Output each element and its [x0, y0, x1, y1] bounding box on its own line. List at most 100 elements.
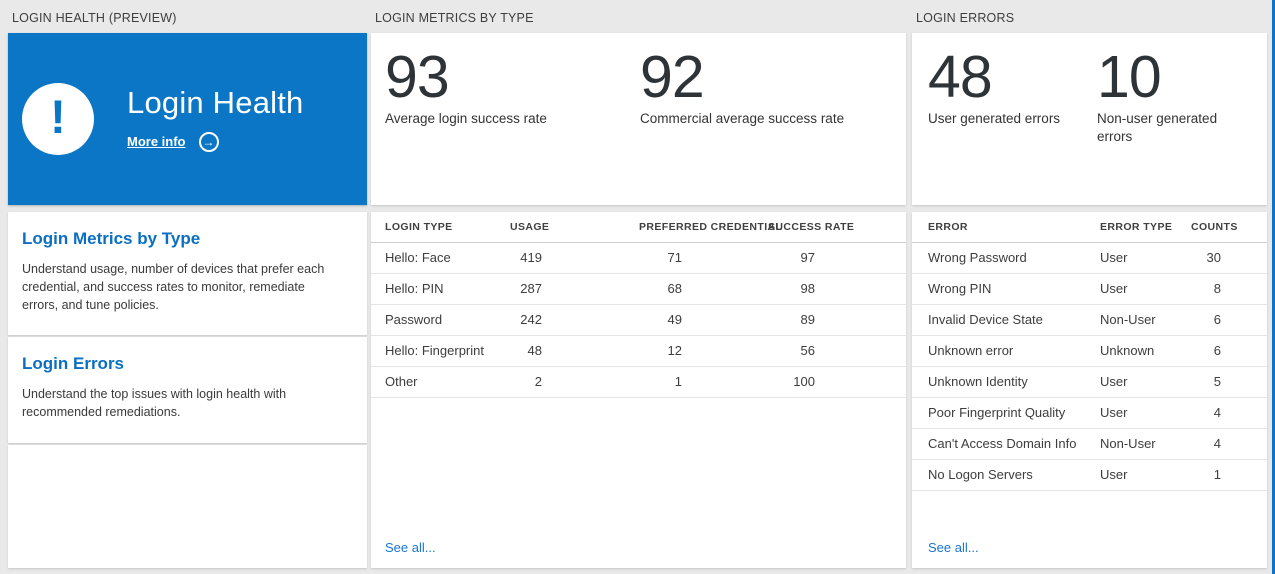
errors-kpi-card: 48 User generated errors 10 Non-user gen… [912, 33, 1267, 205]
table-row[interactable]: Hello: PIN 287 68 98 [371, 274, 906, 305]
cell-error: Wrong Password [928, 250, 1027, 265]
kpi-non-user-generated-errors: 10 Non-user generated errors [1097, 33, 1239, 205]
login-metrics-table-rows: Hello: Face 419 71 97 Hello: PIN 287 68 … [371, 243, 906, 398]
table-row[interactable]: No Logon Servers User 1 [912, 460, 1267, 491]
empty-card [8, 445, 367, 568]
column-header-preferred-credential: PREFERRED CREDENTIAL [639, 221, 783, 233]
column-header-login-type: LOGIN TYPE [385, 221, 453, 233]
cell-error: Can't Access Domain Info [928, 436, 1077, 451]
cell-success-rate: 56 [800, 343, 815, 358]
column-header-counts: COUNTS [1191, 221, 1238, 233]
cell-login-type: Hello: Face [385, 250, 451, 265]
column-header-error: ERROR [928, 221, 968, 233]
cell-success-rate: 98 [800, 281, 815, 296]
cell-error-type: User [1100, 281, 1128, 296]
sidebar-item-login-metrics-by-type[interactable]: Login Metrics by Type Understand usage, … [8, 212, 367, 335]
table-row[interactable]: Wrong PIN User 8 [912, 274, 1267, 305]
login-errors-table-rows: Wrong Password User 30 Wrong PIN User 8 … [912, 243, 1267, 491]
cell-usage: 419 [520, 250, 542, 265]
login-health-section: LOGIN HEALTH (PREVIEW) ! Login Health Mo… [8, 8, 367, 568]
table-row[interactable]: Hello: Face 419 71 97 [371, 243, 906, 274]
see-all-link-metrics[interactable]: See all... [385, 540, 436, 555]
tile-text: Login Health More info → [127, 85, 304, 152]
sidebar-item-login-errors[interactable]: Login Errors Understand the top issues w… [8, 337, 367, 443]
table-row[interactable]: Poor Fingerprint Quality User 4 [912, 398, 1267, 429]
login-metrics-table-card: LOGIN TYPE USAGE PREFERRED CREDENTIAL SU… [371, 212, 906, 568]
cell-preferred-credential: 12 [667, 343, 682, 358]
login-health-tile[interactable]: ! Login Health More info → [8, 33, 367, 205]
kpi-label: Non-user generated errors [1097, 111, 1218, 145]
table-row[interactable]: Other 2 1 100 [371, 367, 906, 398]
cell-counts: 1 [1213, 467, 1221, 482]
cell-preferred-credential: 1 [674, 374, 682, 389]
cell-login-type: Hello: Fingerprint [385, 343, 484, 358]
cell-success-rate: 100 [793, 374, 815, 389]
cell-usage: 48 [527, 343, 542, 358]
kpi-value: 92 [640, 44, 705, 110]
cell-counts: 30 [1206, 250, 1221, 265]
cell-error-type: User [1100, 405, 1128, 420]
cell-error: No Logon Servers [928, 467, 1033, 482]
window-edge-accent [1272, 0, 1275, 574]
section-header-login-errors: LOGIN ERRORS [916, 11, 1015, 25]
cell-preferred-credential: 71 [667, 250, 682, 265]
table-row[interactable]: Wrong Password User 30 [912, 243, 1267, 274]
more-info-link[interactable]: More info [127, 134, 186, 150]
kpi-label: Average login success rate [385, 111, 547, 126]
tile-title: Login Health [127, 85, 304, 121]
cell-preferred-credential: 49 [667, 312, 682, 327]
cell-counts: 4 [1213, 436, 1221, 451]
cell-success-rate: 89 [800, 312, 815, 327]
cell-login-type: Password [385, 312, 443, 327]
cell-error-type: Non-User [1100, 436, 1156, 451]
arrow-right-circle-icon[interactable]: → [198, 131, 219, 152]
cell-error-type: User [1100, 250, 1128, 265]
cell-error: Unknown error [928, 343, 1014, 358]
exclamation-icon: ! [22, 83, 94, 155]
section-header-login-metrics: LOGIN METRICS BY TYPE [375, 11, 534, 25]
see-all-link-errors[interactable]: See all... [928, 540, 979, 555]
login-errors-table-card: ERROR ERROR TYPE COUNTS Wrong Password U… [912, 212, 1267, 568]
cell-login-type: Other [385, 374, 418, 389]
table-row[interactable]: Unknown Identity User 5 [912, 367, 1267, 398]
kpi-user-generated-errors: 48 User generated errors [928, 33, 1097, 205]
login-errors-section: LOGIN ERRORS 48 User generated errors 10… [912, 8, 1267, 568]
link-description: Understand usage, number of devices that… [22, 262, 325, 313]
kpi-label: User generated errors [928, 111, 1061, 126]
cell-login-type: Hello: PIN [385, 281, 444, 296]
cell-success-rate: 97 [800, 250, 815, 265]
cell-error: Invalid Device State [928, 312, 1043, 327]
table-row[interactable]: Can't Access Domain Info Non-User 4 [912, 429, 1267, 460]
link-description: Understand the top issues with login hea… [22, 387, 287, 420]
cell-counts: 6 [1213, 312, 1221, 327]
cell-error: Unknown Identity [928, 374, 1028, 389]
link-title: Login Errors [22, 354, 125, 373]
cell-usage: 242 [520, 312, 542, 327]
cell-error: Poor Fingerprint Quality [928, 405, 1066, 420]
cell-usage: 287 [520, 281, 542, 296]
section-header-login-health: LOGIN HEALTH (PREVIEW) [12, 11, 177, 25]
cell-error: Wrong PIN [928, 281, 992, 296]
kpi-value: 93 [385, 44, 450, 110]
table-row[interactable]: Password 242 49 89 [371, 305, 906, 336]
kpi-commercial-average-success-rate: 92 Commercial average success rate [640, 33, 844, 205]
kpi-value: 10 [1097, 44, 1162, 110]
table-row[interactable]: Hello: Fingerprint 48 12 56 [371, 336, 906, 367]
column-header-usage: USAGE [510, 221, 550, 233]
kpi-value: 48 [928, 44, 993, 110]
column-header-success-rate: SUCCESS RATE [768, 221, 855, 233]
cell-counts: 4 [1213, 405, 1221, 420]
link-stack: Login Metrics by Type Understand usage, … [8, 212, 367, 568]
login-metrics-table-header: LOGIN TYPE USAGE PREFERRED CREDENTIAL SU… [371, 212, 906, 243]
kpi-label: Commercial average success rate [640, 111, 845, 126]
table-row[interactable]: Invalid Device State Non-User 6 [912, 305, 1267, 336]
table-row[interactable]: Unknown error Unknown 6 [912, 336, 1267, 367]
cell-counts: 8 [1213, 281, 1221, 296]
column-header-error-type: ERROR TYPE [1100, 221, 1173, 233]
link-title: Login Metrics by Type [22, 229, 201, 248]
login-errors-table-header: ERROR ERROR TYPE COUNTS [912, 212, 1267, 243]
metrics-kpi-card: 93 Average login success rate 92 Commerc… [371, 33, 906, 205]
kpi-average-login-success-rate: 93 Average login success rate [385, 33, 640, 205]
cell-counts: 5 [1213, 374, 1221, 389]
cell-error-type: User [1100, 467, 1128, 482]
